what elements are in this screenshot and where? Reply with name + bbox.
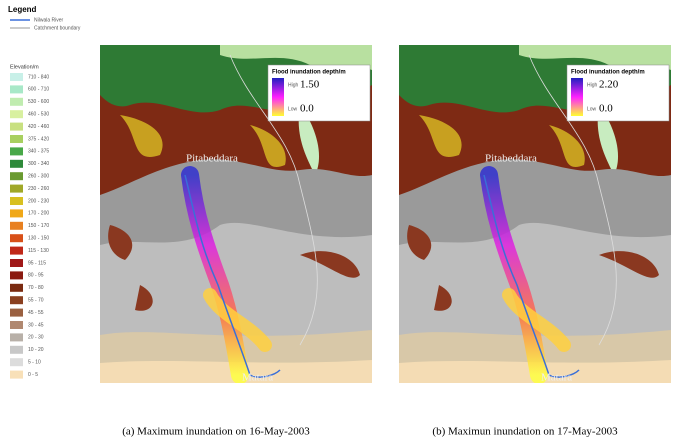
elevation-swatch	[10, 160, 23, 168]
elevation-label: 150 - 170	[28, 223, 49, 229]
high-value: 1.50	[300, 79, 320, 91]
low-label: Low	[288, 106, 298, 112]
elevation-label: 530 - 600	[28, 99, 49, 105]
elevation-label: 80 - 95	[28, 273, 44, 279]
town-label: Pitabeddara	[186, 153, 238, 165]
elevation-swatch	[10, 197, 23, 205]
elevation-label: 710 - 840	[28, 74, 49, 80]
elevation-swatch	[10, 185, 23, 193]
elevation-swatch	[10, 110, 23, 118]
elevation-label: 340 - 375	[28, 149, 49, 155]
figure: Legend Nilwala River Catchment boundary E…	[0, 0, 677, 444]
elevation-label: 0 - 5	[28, 372, 38, 378]
elevation-label: 55 - 70	[28, 298, 44, 304]
elevation-label: 600 - 710	[28, 87, 49, 93]
elevation-swatch	[10, 85, 23, 93]
elevation-swatch	[10, 259, 23, 267]
elevation-swatch	[10, 284, 23, 292]
elevation-label: 375 - 420	[28, 136, 49, 142]
legend-title: Legend	[8, 5, 37, 14]
high-label: High	[587, 82, 598, 88]
low-label: Low	[587, 106, 597, 112]
caption: (b) Maximun inundation on 17-May-2003	[432, 426, 618, 438]
elevation-swatch	[10, 358, 23, 366]
inset-title: Flood inundation depth/m	[571, 70, 645, 76]
elevation-swatch	[10, 321, 23, 329]
elevation-swatch	[10, 123, 23, 131]
elevation-label: 230 - 260	[28, 186, 49, 192]
elevation-swatch	[10, 371, 23, 379]
elevation-swatch	[10, 222, 23, 230]
elevation-label: 420 - 460	[28, 124, 49, 130]
elevation-swatch	[10, 73, 23, 81]
elevation-title: Elevation/m	[10, 64, 39, 70]
elevation-label: 20 - 30	[28, 335, 44, 341]
elevation-swatch	[10, 333, 23, 341]
inset-title: Flood inundation depth/m	[272, 70, 346, 76]
elevation-swatch	[10, 147, 23, 155]
depth-ramp	[272, 78, 284, 116]
elevation-label: 260 - 300	[28, 174, 49, 180]
elevation-label: 45 - 55	[28, 310, 44, 316]
elevation-label: 200 - 230	[28, 198, 49, 204]
legend-line-label: Catchment boundary	[34, 25, 81, 31]
elevation-label: 170 - 200	[28, 211, 49, 217]
town-label: Pitabeddara	[485, 153, 537, 165]
legend-line-label: Nilwala River	[34, 17, 64, 23]
caption: (a) Maximum inundation on 16-May-2003	[122, 426, 310, 438]
elevation-swatch	[10, 271, 23, 279]
elevation-label: 70 - 80	[28, 285, 44, 291]
low-value: 0.0	[300, 103, 314, 115]
elevation-label: 30 - 45	[28, 322, 44, 328]
elevation-swatch	[10, 247, 23, 255]
elevation-label: 5 - 10	[28, 360, 41, 366]
town-label: Matara	[242, 372, 273, 384]
elevation-swatch	[10, 98, 23, 106]
elevation-swatch	[10, 209, 23, 217]
elevation-label: 95 - 115	[28, 260, 46, 266]
elevation-label: 10 - 20	[28, 347, 44, 353]
low-value: 0.0	[599, 103, 613, 115]
elevation-swatch	[10, 296, 23, 304]
elevation-label: 300 - 340	[28, 161, 49, 167]
elevation-swatch	[10, 172, 23, 180]
elevation-swatch	[10, 346, 23, 354]
elevation-label: 130 - 150	[28, 236, 49, 242]
elevation-swatch	[10, 234, 23, 242]
high-value: 2.20	[599, 79, 619, 91]
elevation-label: 115 - 130	[28, 248, 49, 254]
elevation-label: 460 - 530	[28, 112, 49, 118]
depth-ramp	[571, 78, 583, 116]
elevation-swatch	[10, 309, 23, 317]
town-label: Matara	[541, 372, 572, 384]
elevation-swatch	[10, 135, 23, 143]
high-label: High	[288, 82, 299, 88]
